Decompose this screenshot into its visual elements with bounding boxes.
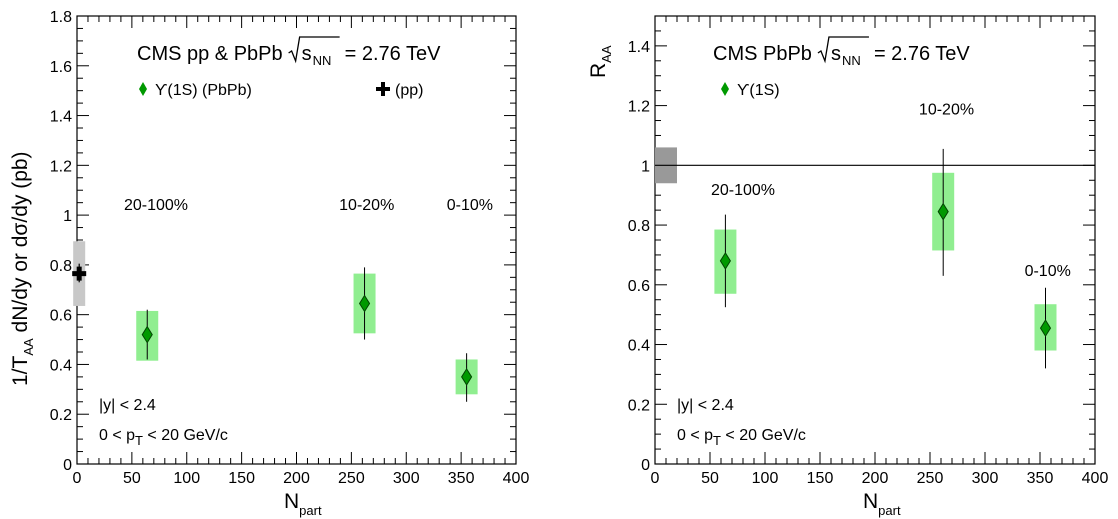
y-tick-label: 0.2 [50,407,72,424]
x-tick-label: 350 [1027,470,1054,487]
centrality-label: 10-20% [339,197,394,214]
diamond-marker [461,367,473,386]
cut-pt: 0 < pT < 20 GeV/c [677,427,806,448]
x-tick-label: 200 [862,470,889,487]
x-axis-label: Npart [863,490,901,518]
x-tick-label: 250 [338,470,365,487]
title-energy: = 2.76 TeV [345,43,441,65]
x-tick-label: 400 [1082,470,1109,487]
sqrt-s-label: s [831,43,841,65]
y-tick-label: 0.8 [50,258,72,275]
y-tick-label: 1.2 [628,99,650,116]
sqrt-s-label: s [302,43,312,65]
x-tick-label: 100 [173,470,200,487]
legend-label: ϒ(1S) [737,82,780,99]
y-tick-label: 0 [63,457,72,474]
chart-title: CMS PbPb [713,43,812,65]
x-tick-label: 0 [73,470,82,487]
sqrt-s-subscript: NN [842,53,861,68]
sqrt-s-subscript: NN [313,53,332,68]
x-tick-label: 150 [228,470,255,487]
cut-rapidity: |y| < 2.4 [99,397,156,414]
x-axis-label: Npart [284,490,322,518]
y-tick-label: 0.8 [628,218,650,235]
y-tick-label: 1.6 [50,59,72,76]
x-tick-label: 0 [651,470,660,487]
x-tick-label: 400 [503,470,530,487]
diamond-marker [1039,319,1052,338]
y-tick-label: 1.4 [628,39,650,56]
y-tick-label: 1 [641,158,650,175]
legend-diamond-icon [139,82,147,96]
centrality-label: 10-20% [919,102,974,119]
y-tick-label: 0.6 [628,278,650,295]
y-tick-label: 1.8 [50,9,72,26]
x-tick-label: 50 [123,470,141,487]
centrality-label: 20-100% [124,197,188,214]
panel-right: 0 50 100 150 200 250 300 350 400 0 0.2 0.4 0.6 0.8 1 1.… [587,15,1109,518]
x-tick-label: 300 [393,470,420,487]
centrality-label: 0-10% [447,197,493,214]
panel-left: 0 50 100 150 200 250 300 350 400 0 0.2 0.4 0.6 0.8 1 1.… [9,9,529,518]
y-tick-label: 0.4 [628,338,650,355]
diamond-marker [719,251,731,270]
y-tick-label: 1.2 [50,158,72,175]
legend-cross-icon [376,82,390,96]
cut-pt: 0 < pT < 20 GeV/c [99,427,228,448]
legend-label: (pp) [395,82,423,99]
chart-title: CMS pp & PbPb [137,43,283,65]
x-tick-label: 150 [807,470,834,487]
x-tick-label: 300 [972,470,999,487]
y-tick-label: 0 [641,457,650,474]
diamond-marker [358,294,371,313]
sqrt-sign [817,36,869,64]
centrality-label: 0-10% [1025,263,1071,280]
y-tick-label: 1.4 [50,109,72,126]
legend-label: ϒ(1S) (PbPb) [155,82,252,99]
x-tick-label: 350 [448,470,475,487]
centrality-label: 20-100% [711,182,775,199]
y-axis-label: 1/TAA dN/dy or dσ/dy (pb) [9,151,36,386]
y-tick-label: 0.4 [50,357,72,374]
y-axis-label: RAA [587,45,614,78]
diamond-marker [937,202,949,221]
x-tick-label: 100 [752,470,779,487]
y-tick-label: 1 [63,208,72,225]
legend-diamond-icon [721,82,729,96]
sqrt-sign [288,36,340,64]
diamond-marker [141,325,153,344]
x-tick-label: 50 [701,470,719,487]
y-tick-label: 0.6 [50,308,72,325]
cut-rapidity: |y| < 2.4 [677,397,734,414]
x-tick-label: 250 [917,470,944,487]
pp-cross-marker [72,266,87,281]
title-energy: = 2.76 TeV [874,43,970,65]
y-tick-label: 0.2 [628,397,650,414]
x-tick-label: 200 [283,470,310,487]
